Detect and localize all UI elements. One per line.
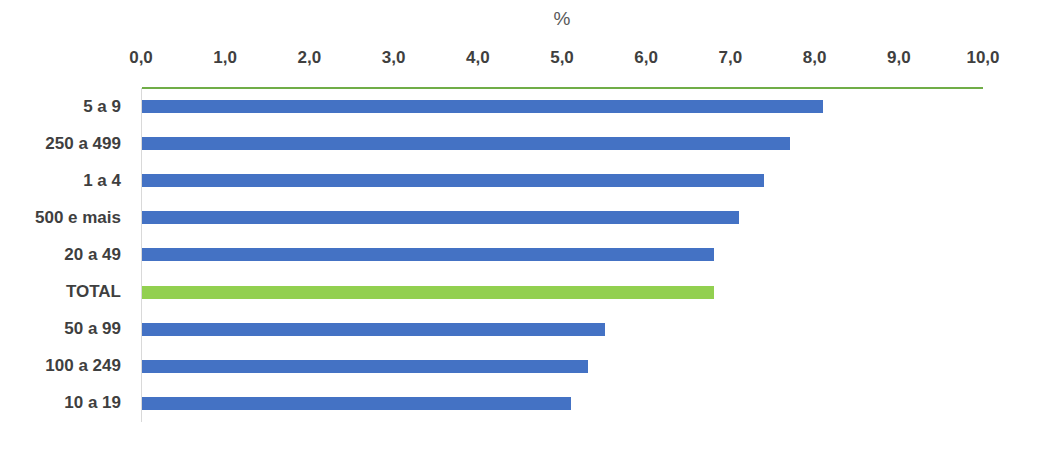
bar (142, 137, 790, 150)
category-label: 100 a 249 (45, 356, 121, 376)
bar-row (142, 88, 983, 125)
x-axis-ticks: 0,01,02,03,04,05,06,07,08,09,010,0 (141, 48, 983, 70)
bars-container (142, 88, 983, 422)
category-label: TOTAL (66, 282, 121, 302)
category-row: 250 a 499 (0, 125, 121, 162)
x-tick-label: 4,0 (466, 48, 490, 68)
bar (142, 211, 739, 224)
x-tick-label: 5,0 (550, 48, 574, 68)
x-tick-label: 10,0 (966, 48, 999, 68)
category-label: 500 e mais (35, 208, 121, 228)
bar (142, 397, 571, 410)
x-tick-label: 8,0 (803, 48, 827, 68)
bar (142, 174, 764, 187)
x-tick-label: 7,0 (719, 48, 743, 68)
x-tick-label: 6,0 (634, 48, 658, 68)
category-row: 10 a 19 (0, 385, 121, 422)
category-label: 20 a 49 (64, 245, 121, 265)
bar-row (142, 311, 983, 348)
bar (142, 248, 714, 261)
category-row: 50 a 99 (0, 311, 121, 348)
bar-row (142, 199, 983, 236)
bar-row (142, 348, 983, 385)
plot-area (141, 88, 983, 422)
category-row: 100 a 249 (0, 348, 121, 385)
x-tick-label: 2,0 (298, 48, 322, 68)
x-tick-label: 1,0 (213, 48, 237, 68)
x-tick-label: 0,0 (129, 48, 153, 68)
bar-row (142, 125, 983, 162)
category-row: 1 a 4 (0, 162, 121, 199)
chart-title: % (141, 8, 983, 30)
bar (142, 100, 823, 113)
y-axis-category-labels: 5 a 9 250 a 499 1 a 4 500 e mais 20 a 49 TOTA… (0, 88, 121, 422)
category-row: 5 a 9 (0, 88, 121, 125)
x-tick-label: 9,0 (887, 48, 911, 68)
bar-row (142, 385, 983, 422)
bar-chart: % 0,0 1,0 2,0 3,0 4,0 5,0 6,0 7,0 8,0 9,0 10,0 5 a… (0, 0, 1054, 452)
category-row: 500 e mais (0, 199, 121, 236)
bar (142, 360, 588, 373)
bar-row (142, 236, 983, 273)
category-row: TOTAL (0, 274, 121, 311)
bar (142, 323, 605, 336)
bar-row (142, 274, 983, 311)
bar-highlight-total (142, 286, 714, 299)
bar-row (142, 162, 983, 199)
category-label: 1 a 4 (83, 171, 121, 191)
x-tick-label: 3,0 (382, 48, 406, 68)
category-label: 50 a 99 (64, 319, 121, 339)
category-label: 250 a 499 (45, 134, 121, 154)
category-label: 10 a 19 (64, 393, 121, 413)
category-label: 5 a 9 (83, 97, 121, 117)
category-row: 20 a 49 (0, 236, 121, 273)
